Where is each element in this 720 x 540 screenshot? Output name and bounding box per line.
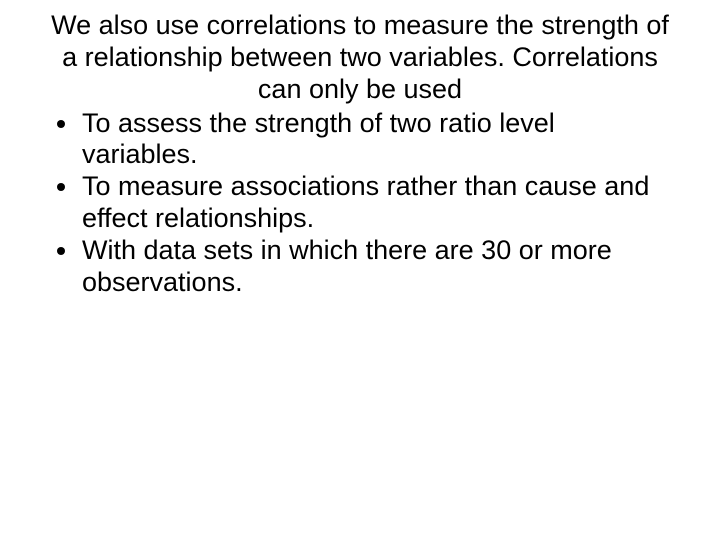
slide: We also use correlations to measure the … [0,0,720,540]
list-item: To measure associations rather than caus… [80,171,670,235]
bullet-list: To assess the strength of two ratio leve… [50,108,670,299]
list-item: With data sets in which there are 30 or … [80,235,670,299]
list-item: To assess the strength of two ratio leve… [80,108,670,172]
intro-paragraph: We also use correlations to measure the … [50,10,670,106]
